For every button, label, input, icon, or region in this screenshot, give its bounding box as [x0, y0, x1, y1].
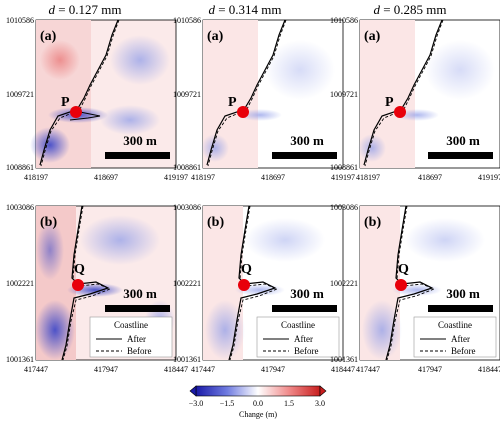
legend-title: Coastline	[281, 320, 315, 330]
point-label: Q	[74, 262, 85, 277]
point-marker	[70, 106, 82, 118]
y-tick: 1003086	[173, 203, 201, 212]
x-tick: 418447	[164, 365, 188, 374]
y-tick: 1008861	[6, 163, 34, 172]
column-title-3: d = 0.285 mm	[373, 2, 446, 17]
map-panel-b-1: (b) Q 300 m Coastline After Before 10030…	[6, 203, 188, 374]
y-tick: 1010586	[330, 16, 358, 25]
legend-before: Before	[127, 346, 152, 356]
map-panel-b-2: (b) Q 300 m Coastline After Before 10030…	[173, 203, 355, 374]
legend-title: Coastline	[114, 320, 148, 330]
colorbar-gradient	[195, 385, 321, 397]
x-tick: 418697	[94, 173, 118, 182]
x-tick: 418197	[24, 173, 48, 182]
x-tick: 418447	[478, 365, 500, 374]
x-tick: 417447	[191, 365, 215, 374]
panel-label: (a)	[207, 29, 224, 44]
scale-bar-label: 300 m	[290, 133, 324, 148]
scale-bar-label: 300 m	[290, 286, 324, 301]
y-tick: 1003086	[330, 203, 358, 212]
scale-bar	[272, 152, 337, 159]
scale-bar-label: 300 m	[123, 286, 157, 301]
y-tick: 1009721	[173, 90, 201, 99]
scale-bar-label: 300 m	[123, 133, 157, 148]
point-marker	[237, 106, 249, 118]
x-tick: 417947	[261, 365, 285, 374]
scale-bar	[428, 305, 493, 312]
scale-bar	[272, 305, 337, 312]
y-tick: 1009721	[330, 90, 358, 99]
point-marker	[238, 279, 250, 291]
column-titles: d = 0.127 mm d = 0.314 mm d = 0.285 mm	[48, 2, 446, 17]
point-marker	[395, 279, 407, 291]
y-tick: 1002221	[173, 279, 201, 288]
panel-label: (b)	[207, 215, 224, 230]
x-tick: 419197	[478, 173, 500, 182]
legend-after: After	[127, 334, 146, 344]
panel-label: (b)	[40, 215, 57, 230]
colorbar-tick: −1.5	[220, 399, 235, 408]
scale-bar	[428, 152, 493, 159]
point-marker	[394, 106, 406, 118]
y-tick: 1001361	[6, 355, 34, 364]
point-label: Q	[241, 262, 252, 277]
coastline-legend: Coastline After Before	[89, 316, 173, 358]
point-marker	[72, 279, 84, 291]
y-tick: 1010586	[173, 16, 201, 25]
y-tick: 1001361	[330, 355, 358, 364]
y-tick: 1003086	[6, 203, 34, 212]
x-tick: 418697	[261, 173, 285, 182]
colorbar-tick: 3.0	[315, 399, 325, 408]
x-tick: 417447	[356, 365, 380, 374]
map-panel-a-2: (a) P 300 m 1010586 1009721 1008861 4181…	[173, 16, 355, 182]
x-tick: 419197	[164, 173, 188, 182]
y-tick: 1008861	[330, 163, 358, 172]
colorbar-label: Change (m)	[239, 410, 277, 419]
x-tick: 419197	[331, 173, 355, 182]
legend-after: After	[451, 334, 470, 344]
map-panel-a-1: (a) P 300 m 1010586 1009721 1008861 4181…	[6, 16, 188, 182]
legend-after: After	[294, 334, 313, 344]
scale-bar-label: 300 m	[446, 133, 480, 148]
legend-before: Before	[294, 346, 319, 356]
colorbar-tick: −3.0	[189, 399, 204, 408]
panel-label: (a)	[364, 29, 381, 44]
legend-before: Before	[451, 346, 476, 356]
map-panel-a-3: (a) P 300 m 1010586 1009721 1008861 4181…	[330, 16, 500, 182]
scale-bar-label: 300 m	[446, 286, 480, 301]
colorbar-tick: 0.0	[253, 399, 263, 408]
x-tick: 417947	[94, 365, 118, 374]
scale-bar	[105, 152, 170, 159]
y-tick: 1002221	[330, 279, 358, 288]
coastline-legend: Coastline After Before	[413, 316, 497, 358]
y-tick: 1010586	[6, 16, 34, 25]
colorbar: −3.0 −1.5 0.0 1.5 3.0 Change (m)	[189, 385, 327, 419]
map-panel-b-3: (b) Q 300 m Coastline After Before 10030…	[330, 203, 500, 374]
x-tick: 417447	[24, 365, 48, 374]
y-tick: 1009721	[6, 90, 34, 99]
x-tick: 418197	[191, 173, 215, 182]
point-label: P	[228, 95, 237, 110]
x-tick: 417947	[418, 365, 442, 374]
column-title-1: d = 0.127 mm	[48, 2, 121, 17]
point-label: Q	[398, 262, 409, 277]
point-label: P	[385, 95, 394, 110]
x-tick: 418447	[331, 365, 355, 374]
y-tick: 1001361	[173, 355, 201, 364]
y-tick: 1008861	[173, 163, 201, 172]
point-label: P	[61, 95, 70, 110]
column-title-2: d = 0.314 mm	[208, 2, 281, 17]
legend-title: Coastline	[438, 320, 472, 330]
x-tick: 418697	[418, 173, 442, 182]
x-tick: 418197	[356, 173, 380, 182]
coastline-legend: Coastline After Before	[256, 316, 340, 358]
panel-label: (b)	[364, 215, 381, 230]
y-tick: 1002221	[6, 279, 34, 288]
panel-label: (a)	[40, 29, 57, 44]
colorbar-tick: 1.5	[284, 399, 294, 408]
scale-bar	[105, 305, 170, 312]
